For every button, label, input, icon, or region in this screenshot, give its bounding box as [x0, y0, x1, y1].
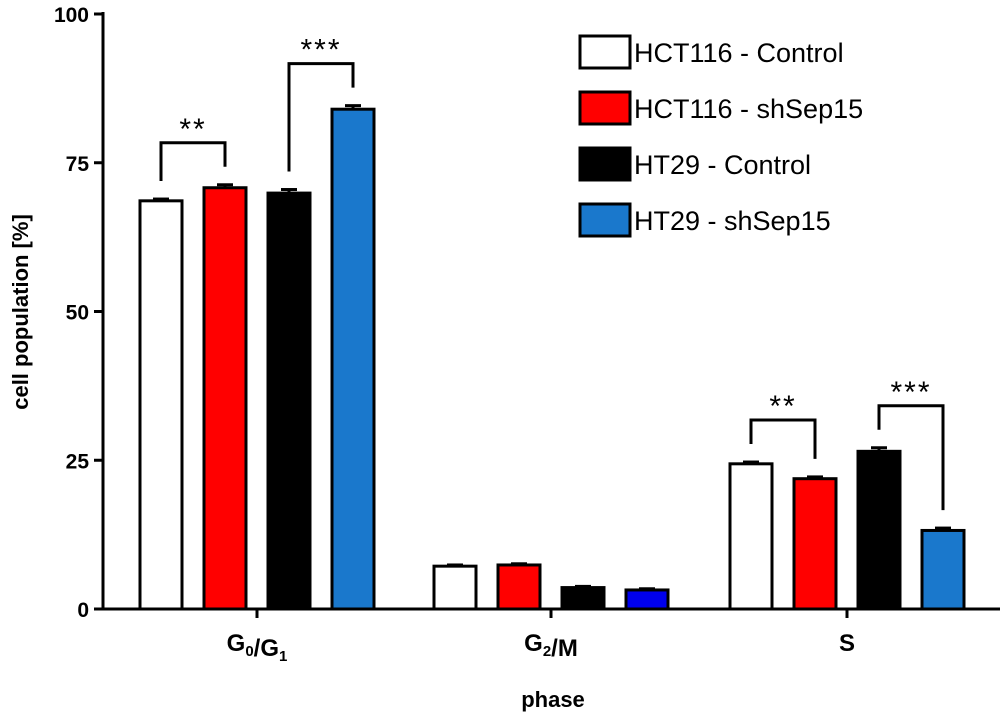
bar-hct116-control-1: [432, 564, 478, 611]
bar-ht29-shsep15-0: [330, 107, 376, 611]
legend-swatch: [578, 202, 632, 238]
y-tick-label: 100: [54, 4, 89, 27]
bar-ht29-shsep15-2: [920, 528, 966, 611]
legend-swatch: [578, 90, 632, 126]
legend-label: HCT116 - shSep15: [634, 94, 863, 124]
legend-swatch: [578, 34, 632, 70]
x-tick-label: S: [839, 630, 855, 657]
y-tick-label: 0: [77, 599, 89, 622]
bar-hct116-shsep15-1: [496, 563, 542, 611]
legend-label: HT29 - shSep15: [634, 206, 831, 236]
legend-label: HT29 - Control: [634, 150, 811, 180]
bar-hct116-control-0: [138, 199, 184, 611]
bar-ht29-control-1: [560, 586, 606, 611]
bar-hct116-control-2: [728, 462, 774, 611]
bar-ht29-control-2: [856, 449, 902, 611]
x-tick-label: G2/M: [524, 630, 578, 662]
legend-swatch: [578, 146, 632, 182]
x-axis-title: phase: [521, 687, 585, 712]
significance-label: ***: [300, 34, 341, 67]
significance-bracket: [877, 404, 945, 511]
bars: [138, 104, 966, 611]
significance-bracket: [287, 62, 355, 172]
significance-label: ***: [890, 376, 931, 409]
x-tick-label: G0/G1: [227, 630, 288, 665]
significance-bracket: [749, 418, 817, 459]
bar-ht29-control-0: [266, 191, 312, 611]
significance-label: **: [769, 390, 796, 423]
significance-label: **: [179, 113, 206, 146]
y-tick-label: 25: [66, 450, 90, 473]
y-tick-label: 50: [66, 302, 89, 325]
bar-hct116-shsep15-0: [202, 186, 248, 611]
y-tick-label: 75: [66, 153, 90, 176]
y-axis-title: cell population [%]: [8, 214, 33, 410]
bar-hct116-shsep15-2: [792, 477, 838, 611]
legend: HCT116 - Control HCT116 - shSep15 HT29 - C…: [578, 34, 863, 238]
legend-label: HCT116 - Control: [634, 38, 844, 68]
significance-brackets: ******* ***: [159, 34, 945, 511]
significance-bracket: [159, 141, 227, 182]
bar-ht29-shsep15-1: [624, 588, 670, 611]
